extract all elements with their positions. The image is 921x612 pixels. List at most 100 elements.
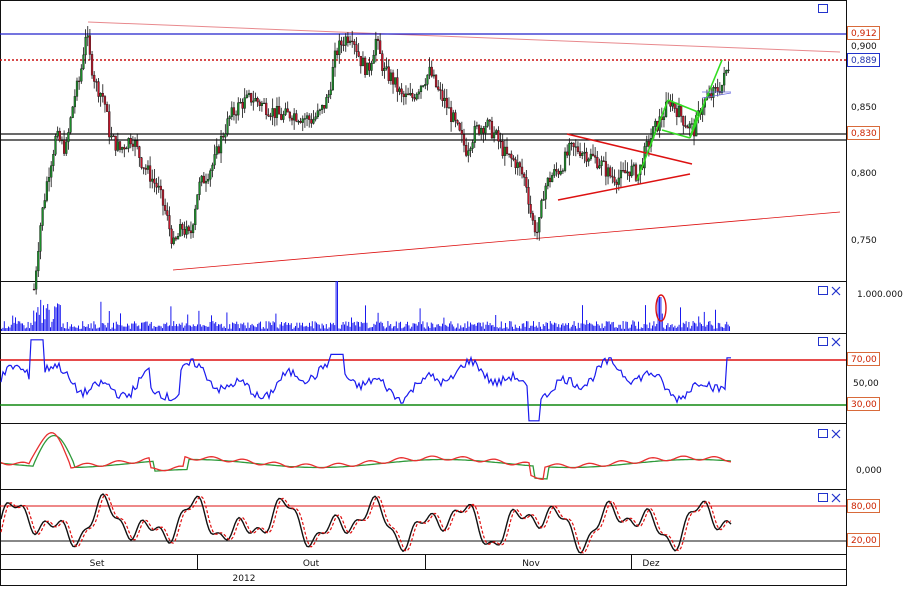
- candle-body: [239, 102, 242, 104]
- rsi-label-70: 70,00: [847, 352, 880, 366]
- candle-body: [108, 111, 111, 138]
- candle-body: [52, 154, 55, 166]
- stoch-maximize-icon[interactable]: [818, 493, 828, 502]
- candle-body: [411, 93, 414, 98]
- macd-close-icon[interactable]: [831, 429, 841, 439]
- candle-body: [645, 141, 648, 147]
- volume-bar: [580, 323, 582, 331]
- candle-body: [714, 87, 717, 89]
- volume-bar: [715, 309, 716, 331]
- volume-bar: [236, 321, 238, 331]
- price-maximize-icon[interactable]: [818, 4, 828, 13]
- candle-body: [45, 181, 48, 201]
- lower-trendline: [172, 211, 841, 271]
- candle-body: [90, 54, 94, 76]
- volume-bar: [593, 325, 595, 331]
- volume-bar: [52, 319, 54, 331]
- candle-body: [73, 96, 76, 108]
- volume-bar: [478, 322, 480, 331]
- candle-body: [503, 146, 506, 156]
- candle-body: [626, 171, 629, 174]
- volume-bar: [654, 326, 656, 331]
- candle-body: [114, 135, 117, 151]
- price-panel[interactable]: [0, 0, 847, 282]
- candle-body: [394, 77, 397, 85]
- volume-bar: [274, 322, 275, 331]
- volume-bar: [412, 323, 414, 331]
- volume-bar: [677, 326, 679, 331]
- volume-bar: [87, 324, 89, 331]
- volume-bar: [9, 327, 11, 331]
- candle-body: [305, 115, 309, 119]
- volume-bar: [83, 326, 85, 331]
- volume-bar: [261, 328, 263, 331]
- volume-bar: [246, 328, 247, 331]
- volume-bar: [222, 327, 224, 331]
- candle-body: [144, 167, 147, 170]
- volume-bar: [187, 314, 189, 331]
- volume-tick: 1.000.000: [857, 290, 903, 300]
- candle-body: [501, 141, 504, 156]
- volume-bar: [355, 325, 357, 331]
- macd-maximize-icon[interactable]: [818, 429, 828, 438]
- volume-bar: [27, 321, 29, 331]
- volume-close-icon[interactable]: [831, 286, 841, 296]
- volume-bar: [486, 321, 488, 331]
- volume-bar: [212, 321, 214, 331]
- candle-body: [434, 74, 438, 88]
- candle-body: [348, 40, 352, 43]
- volume-bar: [279, 324, 281, 331]
- volume-bar: [338, 328, 340, 331]
- volume-bar: [204, 325, 205, 331]
- volume-bar: [71, 324, 72, 331]
- candle-body: [585, 151, 588, 162]
- volume-bar: [517, 328, 519, 331]
- volume-bar: [283, 323, 285, 331]
- volume-bar: [30, 322, 32, 331]
- volume-bar: [5, 328, 7, 331]
- volume-bar: [457, 323, 459, 331]
- volume-bar: [698, 316, 700, 331]
- candle-body: [391, 72, 395, 85]
- volume-bar: [388, 325, 390, 331]
- volume-bar: [381, 322, 383, 331]
- candle-body: [574, 146, 577, 148]
- rsi-maximize-icon[interactable]: [818, 337, 828, 346]
- volume-bar: [254, 326, 256, 331]
- candle-body: [194, 208, 197, 226]
- volume-bar: [8, 326, 9, 331]
- candle-body: [533, 220, 537, 233]
- volume-bar: [324, 328, 326, 331]
- volume-maximize-icon[interactable]: [818, 286, 828, 295]
- volume-bar: [48, 309, 50, 331]
- volume-bar: [68, 328, 70, 331]
- volume-bar: [309, 322, 310, 331]
- volume-bar: [615, 327, 617, 331]
- volume-bar: [614, 327, 616, 331]
- stoch-close-icon[interactable]: [831, 493, 841, 503]
- volume-bar: [183, 327, 184, 331]
- macd-panel[interactable]: [0, 423, 847, 490]
- candle-body: [353, 41, 356, 45]
- volume-bar: [622, 321, 624, 331]
- volume-bar: [565, 323, 567, 331]
- candle-body: [321, 104, 324, 110]
- volume-bar: [153, 326, 155, 331]
- rsi-close-icon[interactable]: [831, 337, 841, 347]
- candle-body: [290, 117, 294, 121]
- volume-bar: [293, 327, 295, 331]
- volume-bar: [269, 322, 271, 331]
- candle-body: [458, 123, 461, 131]
- volume-bar: [300, 325, 302, 331]
- volume-bar: [353, 321, 355, 331]
- volume-bar: [521, 323, 523, 331]
- volume-bar: [709, 321, 711, 331]
- volume-bar: [587, 324, 589, 331]
- volume-bar: [94, 324, 96, 331]
- candle-body: [159, 185, 162, 191]
- volume-bar: [421, 324, 422, 331]
- candle-body: [630, 165, 633, 177]
- volume-bar: [594, 325, 596, 331]
- rsi-tick-50: 50,00: [853, 379, 879, 389]
